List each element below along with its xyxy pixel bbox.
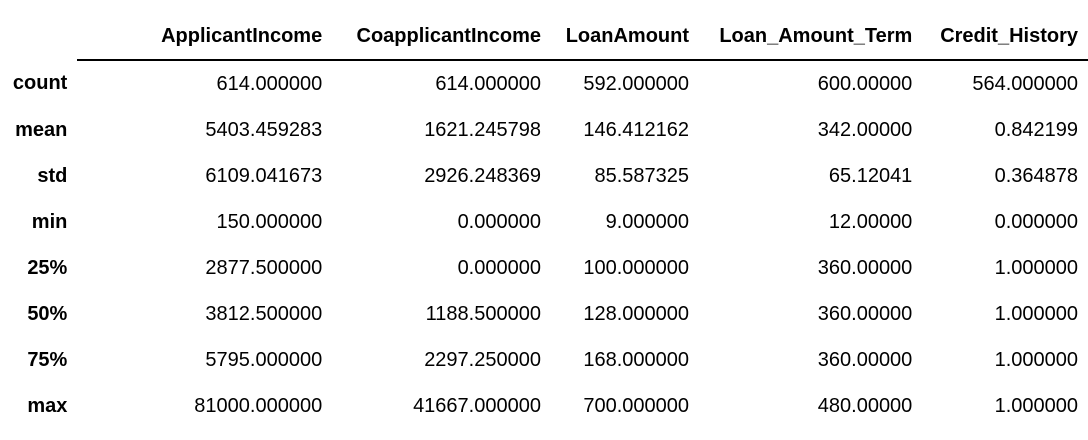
row-label: 75% [27, 348, 68, 371]
column-header: CoapplicantIncome [332, 14, 551, 61]
table-cell: 81000.000000 [194, 394, 323, 417]
table-row: count 614.000000 614.000000 592.000000 6… [8, 60, 1088, 107]
table-row: mean 5403.459283 1621.245798 146.412162 … [8, 107, 1088, 153]
table-cell: 5403.459283 [205, 118, 323, 141]
table-cell: 614.000000 [216, 72, 323, 95]
table-cell: 1621.245798 [424, 118, 541, 141]
table-cell: 2297.250000 [424, 348, 541, 371]
table-cell: 360.00000 [817, 348, 913, 371]
table-cell: 0.000000 [457, 210, 541, 233]
index-header [8, 14, 77, 60]
table-cell: 2926.248369 [424, 164, 541, 187]
table-cell: 128.000000 [583, 302, 690, 325]
table-cell: 0.000000 [457, 256, 541, 279]
row-label: std [37, 164, 68, 187]
row-label: min [31, 210, 68, 233]
describe-table: ApplicantIncome CoapplicantIncome LoanAm… [8, 14, 1088, 429]
table-cell: 0.000000 [994, 210, 1078, 233]
table-cell: 600.00000 [817, 72, 913, 95]
row-label: mean [15, 118, 68, 141]
table-cell: 342.00000 [817, 118, 913, 141]
table-cell: 100.000000 [583, 256, 690, 279]
row-label: 50% [27, 302, 68, 325]
table-cell: 9.000000 [605, 210, 690, 233]
table-cell: 360.00000 [817, 256, 913, 279]
table-cell: 1.000000 [994, 302, 1078, 325]
table-cell: 700.000000 [583, 394, 690, 417]
table-row: 50% 3812.500000 1188.500000 128.000000 3… [8, 291, 1088, 337]
table-row: max 81000.000000 41667.000000 700.000000… [8, 383, 1088, 429]
table-row: min 150.000000 0.000000 9.000000 12.0000… [8, 199, 1088, 245]
table-cell: 0.364878 [994, 164, 1078, 187]
table-cell: 1.000000 [994, 394, 1078, 417]
column-header: Loan_Amount_Term [699, 14, 923, 61]
table-cell: 6109.041673 [205, 164, 323, 187]
table-cell: 592.000000 [583, 72, 690, 95]
table-cell: 0.842199 [994, 118, 1078, 141]
table-cell: 146.412162 [583, 118, 690, 141]
table-cell: 480.00000 [817, 394, 913, 417]
table-cell: 3812.500000 [205, 302, 323, 325]
column-header: ApplicantIncome [77, 14, 333, 61]
table-cell: 2877.500000 [205, 256, 323, 279]
table-cell: 564.000000 [972, 72, 1078, 95]
column-header: Credit_History [922, 14, 1088, 61]
table-cell: 614.000000 [435, 72, 541, 95]
table-row: 75% 5795.000000 2297.250000 168.000000 3… [8, 337, 1088, 383]
table-cell: 150.000000 [216, 210, 323, 233]
header-row: ApplicantIncome CoapplicantIncome LoanAm… [8, 14, 1088, 61]
table-cell: 1.000000 [994, 256, 1078, 279]
table-cell: 1188.500000 [425, 302, 541, 325]
table-cell: 85.587325 [594, 164, 690, 187]
row-label: 25% [27, 256, 68, 279]
table-cell: 360.00000 [817, 302, 913, 325]
column-header: LoanAmount [550, 14, 700, 61]
table-row: 25% 2877.500000 0.000000 100.000000 360.… [8, 245, 1088, 291]
table-cell: 5795.000000 [205, 348, 323, 371]
table-cell: 41667.000000 [413, 394, 541, 417]
table-cell: 65.12041 [828, 164, 913, 187]
row-label: max [27, 394, 68, 417]
row-label: count [12, 72, 68, 94]
table-row: std 6109.041673 2926.248369 85.587325 65… [8, 153, 1088, 199]
table-cell: 1.000000 [994, 348, 1078, 371]
table-cell: 168.000000 [583, 348, 690, 371]
table-cell: 12.00000 [828, 210, 913, 233]
